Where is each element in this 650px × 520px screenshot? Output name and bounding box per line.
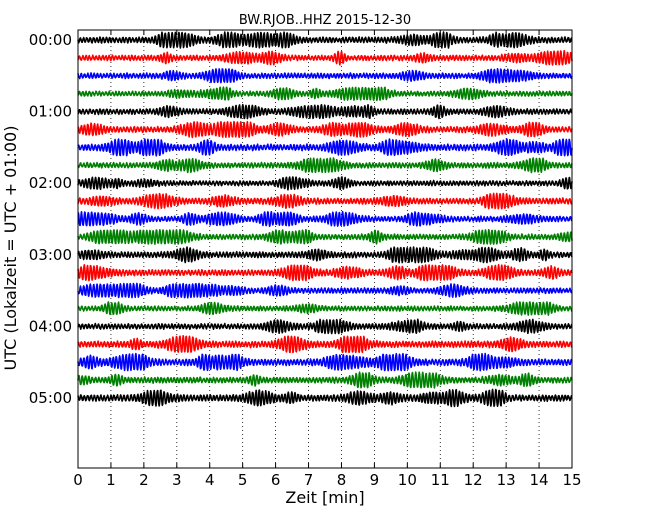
- x-tick-label: 4: [205, 471, 215, 489]
- trace-0345: [77, 301, 573, 316]
- y-axis-label: UTC (Lokalzeit = UTC + 01:00): [1, 126, 20, 371]
- trace-0500: [77, 388, 573, 408]
- x-tick-label: 9: [370, 471, 380, 489]
- y-tick-label: 01:00: [29, 103, 72, 121]
- trace-0130: [77, 138, 573, 157]
- trace-0045: [77, 86, 573, 102]
- x-tick-label: 5: [238, 471, 248, 489]
- trace-0415: [77, 334, 573, 354]
- y-tick-label: 03:00: [29, 246, 72, 264]
- x-tick-label: 7: [304, 471, 314, 489]
- x-axis-ticks: 0 1 2 3 4 5 6 7 8 9 10 11 12 13 14 15: [73, 30, 582, 489]
- trace-0100: [77, 103, 573, 120]
- trace-0445: [77, 371, 573, 389]
- x-tick-label: 3: [172, 471, 182, 489]
- traces-group: [77, 31, 573, 408]
- trace-0000: [77, 31, 573, 49]
- plot-frame: [77, 29, 573, 469]
- y-axis-ticks: 00:00 01:00 02:00 03:00 04:00 05:00: [29, 31, 572, 407]
- x-tick-label: 12: [464, 471, 483, 489]
- x-tick-label: 6: [271, 471, 281, 489]
- trace-0200: [77, 176, 573, 191]
- x-tick-label: 11: [431, 471, 450, 489]
- trace-0430: [77, 352, 573, 372]
- y-tick-label: 00:00: [29, 31, 72, 49]
- trace-0215: [77, 192, 573, 210]
- y-tick-label: 02:00: [29, 174, 72, 192]
- trace-0400: [77, 318, 573, 335]
- x-tick-label: 2: [139, 471, 149, 489]
- trace-0315: [77, 263, 573, 282]
- trace-0115: [77, 120, 573, 139]
- trace-0300: [77, 246, 573, 264]
- x-tick-label: 1: [106, 471, 116, 489]
- x-tick-label: 10: [398, 471, 417, 489]
- y-tick-label: 04:00: [29, 317, 72, 335]
- chart-title: BW.RJOB..HHZ 2015-12-30: [239, 13, 411, 28]
- x-tick-label: 13: [497, 471, 516, 489]
- x-tick-label: 0: [73, 471, 83, 489]
- trace-0015: [77, 49, 573, 66]
- trace-0245: [77, 228, 573, 245]
- trace-0330: [77, 282, 573, 299]
- trace-0230: [77, 210, 573, 228]
- trace-0145: [77, 157, 573, 174]
- x-axis-label: Zeit [min]: [285, 488, 364, 507]
- x-tick-label: 8: [337, 471, 347, 489]
- trace-0030: [77, 68, 573, 84]
- y-tick-label: 05:00: [29, 389, 72, 407]
- x-tick-label: 15: [562, 471, 581, 489]
- x-tick-label: 14: [530, 471, 549, 489]
